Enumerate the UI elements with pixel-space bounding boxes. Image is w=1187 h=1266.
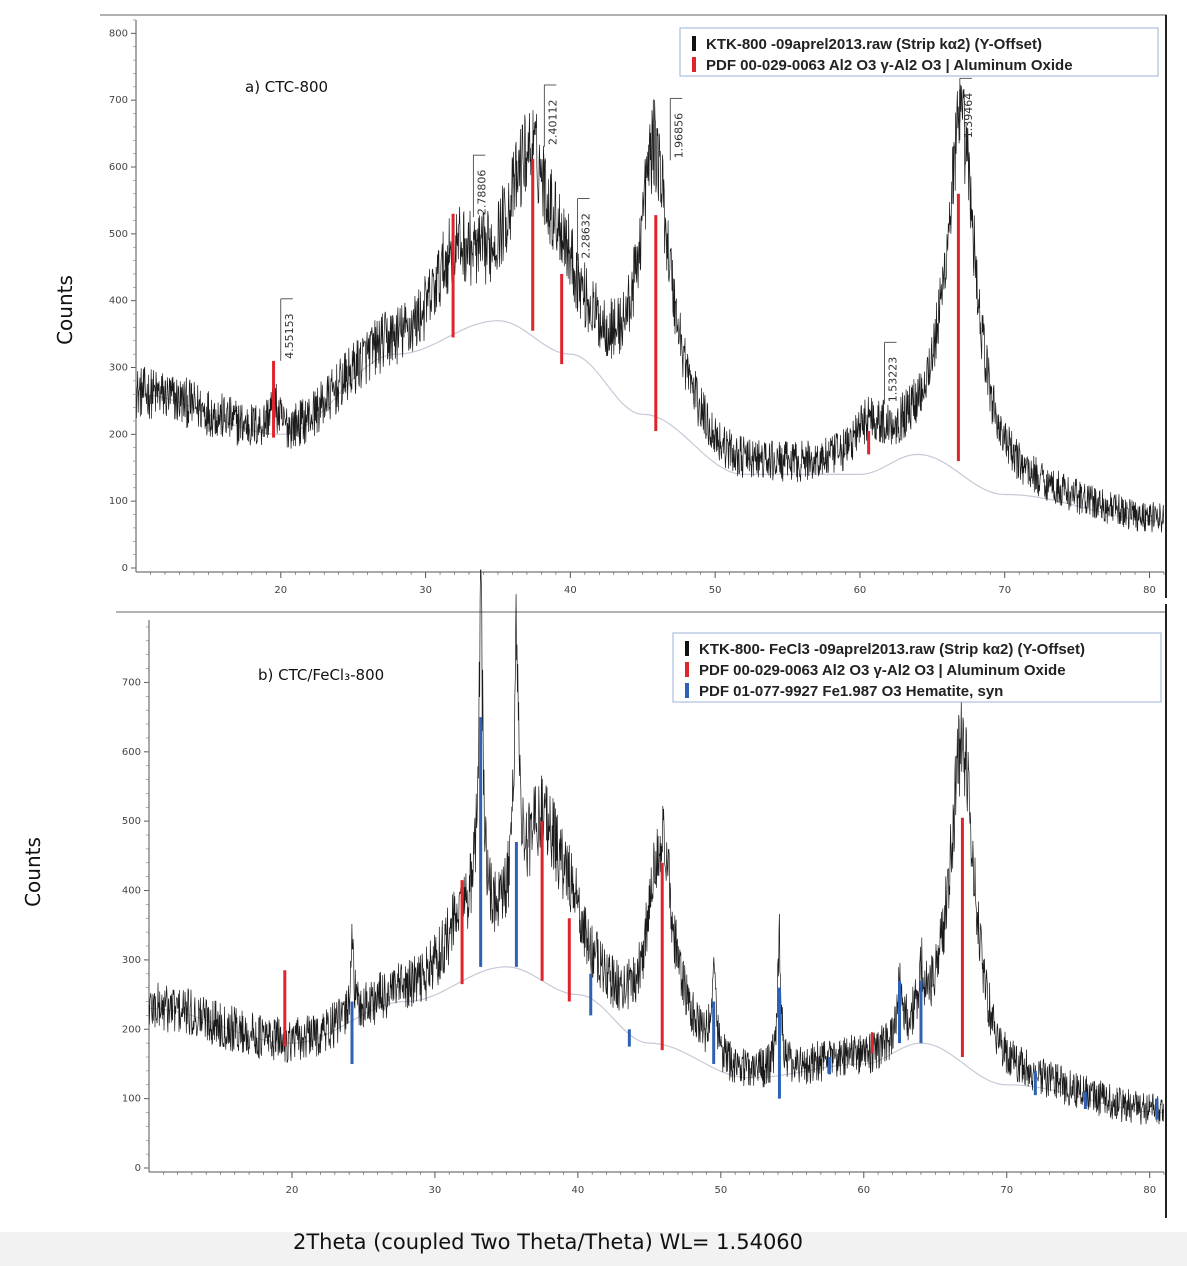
y-tick-label-b: 100 <box>122 1094 141 1105</box>
legend-a: KTK-800 -09aprel2013.raw (Strip kα2) (Y-… <box>679 27 1159 77</box>
y-tick-label-a: 200 <box>109 429 128 440</box>
peak-label-a: 2.40112 <box>546 99 559 145</box>
y-tick-label-a: 0 <box>122 563 128 574</box>
x-tick-label-b: 70 <box>1000 1185 1013 1196</box>
x-tick-label-b: 50 <box>714 1185 727 1196</box>
legend-entry-b: PDF 01-077-9927 Fe1.987 O3 Hematite, syn <box>699 683 1003 700</box>
peak-label-a: 2.28632 <box>580 213 593 259</box>
x-axis-label: 2Theta (coupled Two Theta/Theta) WL= 1.5… <box>293 1230 803 1254</box>
peak-label-a: 4.55153 <box>283 313 296 359</box>
y-axis-label-a: Counts <box>53 275 77 345</box>
legend-swatch-a <box>692 57 696 72</box>
peak-label-a: 2.78806 <box>475 170 488 216</box>
peak-label-a: 1.53223 <box>887 357 900 403</box>
legend-b: KTK-800- FeCl3 -09aprel2013.raw (Strip k… <box>672 632 1162 703</box>
x-tick-label-b: 80 <box>1143 1185 1156 1196</box>
legend-box-b <box>672 632 1162 703</box>
diffraction-pattern-a <box>135 84 1165 533</box>
legend-swatch-a <box>692 36 696 51</box>
x-tick-label-a: 60 <box>854 585 867 596</box>
panel-label-b: b) CTC/FeCl₃-800 <box>258 666 384 684</box>
y-tick-label-b: 0 <box>135 1163 141 1174</box>
chart-a: 0 100 200 300 400 500 600 700 800 20 30 40 50 60 70 80 4… <box>53 14 1167 598</box>
y-tick-label-a: 500 <box>109 229 128 240</box>
y-tick-label-b: 300 <box>122 955 141 966</box>
y-tick-label-b: 600 <box>122 747 141 758</box>
x-tick-label-a: 70 <box>998 585 1011 596</box>
y-tick-label-a: 300 <box>109 363 128 374</box>
legend-box-a <box>679 27 1159 77</box>
x-tick-label-a: 20 <box>274 585 287 596</box>
y-tick-label-a: 400 <box>109 296 128 307</box>
plot-area-b: 0 100 200 300 400 500 600 700 20 30 40 50 60 70 80 KTK-… <box>122 569 1165 1196</box>
legend-swatch-b <box>685 683 689 698</box>
y-tick-label-b: 400 <box>122 886 141 897</box>
x-tick-label-b: 20 <box>286 1185 299 1196</box>
y-tick-label-b: 200 <box>122 1024 141 1035</box>
legend-entry-a: PDF 00-029-0063 Al2 O3 γ-Al2 O3 | Alumin… <box>706 57 1073 74</box>
x-tick-label-a: 30 <box>419 585 432 596</box>
peak-label-a: 1.39464 <box>962 93 975 139</box>
y-axis-label-b: Counts <box>21 837 45 907</box>
panel-label-a: a) CTC-800 <box>245 78 328 96</box>
x-tick-label-b: 60 <box>857 1185 870 1196</box>
x-tick-label-a: 50 <box>709 585 722 596</box>
legend-swatch-b <box>685 641 689 656</box>
background-curve-a <box>135 320 1164 522</box>
x-tick-label-a: 80 <box>1143 585 1156 596</box>
y-tick-label-a: 800 <box>109 28 128 39</box>
chart-b: 0 100 200 300 400 500 600 700 20 30 40 50 60 70 80 KTK-… <box>21 569 1167 1218</box>
legend-entry-b: PDF 00-029-0063 Al2 O3 γ-Al2 O3 | Alumin… <box>699 662 1066 679</box>
diffraction-pattern-b <box>148 569 1165 1125</box>
plot-area-a: 0 100 200 300 400 500 600 700 800 20 30 40 50 60 70 80 4… <box>109 19 1165 596</box>
peak-label-a: 1.96856 <box>672 113 685 159</box>
y-tick-label-b: 700 <box>122 677 141 688</box>
legend-entry-b: KTK-800- FeCl3 -09aprel2013.raw (Strip k… <box>699 641 1085 658</box>
y-tick-label-b: 500 <box>122 816 141 827</box>
x-tick-label-a: 40 <box>564 585 577 596</box>
legend-entry-a: KTK-800 -09aprel2013.raw (Strip kα2) (Y-… <box>706 36 1042 53</box>
y-tick-label-a: 600 <box>109 162 128 173</box>
legend-swatch-b <box>685 662 689 677</box>
y-tick-label-a: 100 <box>109 496 128 507</box>
x-tick-label-b: 40 <box>572 1185 585 1196</box>
x-tick-label-b: 30 <box>429 1185 442 1196</box>
y-tick-label-a: 700 <box>109 95 128 106</box>
